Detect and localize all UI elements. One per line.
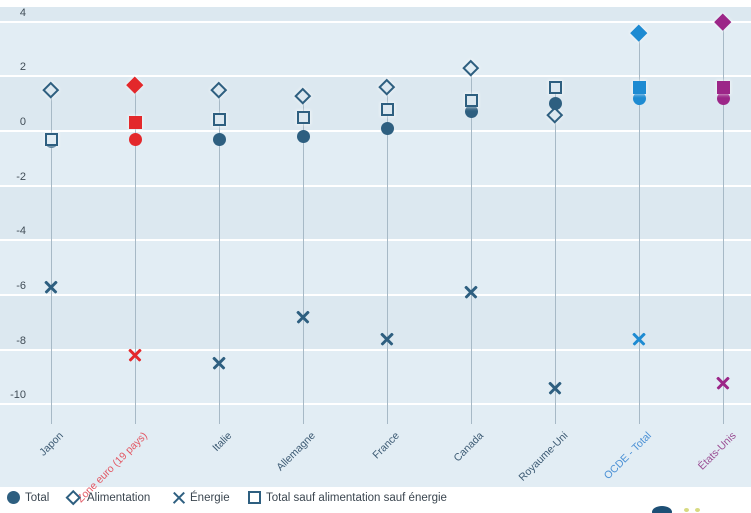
- category-stem: [302, 95, 304, 424]
- data-point-circle[interactable]: [296, 129, 310, 143]
- legend-item-total[interactable]: Total: [25, 492, 50, 504]
- data-point-square[interactable]: [296, 110, 310, 124]
- y-axis-tick-label: -4: [16, 225, 26, 238]
- data-point-x[interactable]: [296, 309, 311, 324]
- data-point-x[interactable]: [44, 279, 59, 294]
- legend-core-square-icon: [248, 491, 261, 504]
- data-point-circle[interactable]: [632, 91, 646, 105]
- category-stem: [554, 87, 556, 424]
- y-gridline: [0, 348, 751, 351]
- y-axis-tick-label: -10: [10, 389, 26, 402]
- data-point-circle[interactable]: [212, 132, 226, 146]
- legend-total-circle-icon: [7, 491, 20, 504]
- data-point-x[interactable]: [212, 356, 227, 371]
- y-axis-tick-label: -2: [16, 170, 26, 183]
- data-point-x[interactable]: [548, 380, 563, 395]
- category-stem: [722, 21, 724, 424]
- data-point-x[interactable]: [464, 285, 479, 300]
- plot-band: [0, 185, 751, 241]
- logo-dot-icon: [684, 508, 689, 512]
- legend-item-alimentation[interactable]: Alimentation: [87, 492, 151, 504]
- data-point-circle[interactable]: [716, 91, 730, 105]
- plot-band: [0, 7, 751, 22]
- data-point-square[interactable]: [44, 132, 58, 146]
- data-point-circle[interactable]: [128, 132, 142, 146]
- category-stem: [638, 32, 640, 424]
- y-axis-tick-label: -8: [16, 334, 26, 347]
- y-gridline: [0, 20, 751, 23]
- data-point-x[interactable]: [380, 331, 395, 346]
- legend-alimentation-diamond-icon: [65, 489, 81, 505]
- data-point-square[interactable]: [212, 113, 226, 127]
- y-gridline: [0, 403, 751, 406]
- y-axis-tick-label: 0: [19, 115, 26, 128]
- y-gridline: [0, 75, 751, 78]
- data-point-x[interactable]: [716, 375, 731, 390]
- data-point-square[interactable]: [464, 94, 478, 108]
- category-stem: [470, 67, 472, 424]
- chart-legend: Total Alimentation Énergie Total sauf al…: [0, 489, 751, 508]
- data-point-square[interactable]: [380, 102, 394, 116]
- data-point-x[interactable]: [128, 348, 143, 363]
- category-stem: [386, 87, 388, 424]
- plot-band: [0, 295, 751, 350]
- data-point-square[interactable]: [548, 80, 562, 94]
- data-point-circle[interactable]: [464, 105, 478, 119]
- legend-item-core[interactable]: Total sauf alimentation sauf énergie: [266, 492, 447, 504]
- data-point-circle[interactable]: [548, 97, 562, 111]
- data-point-square[interactable]: [632, 80, 646, 94]
- category-stem: [50, 89, 52, 424]
- data-point-x[interactable]: [632, 331, 647, 346]
- logo-globe-icon: [652, 506, 672, 513]
- y-axis-tick-label: 4: [19, 6, 26, 19]
- category-stem: [134, 84, 136, 424]
- legend-energie-x-icon: [172, 491, 186, 505]
- y-gridline: [0, 294, 751, 296]
- plot-band: [0, 76, 751, 131]
- y-axis-tick-label: 2: [19, 61, 26, 74]
- category-stem: [218, 89, 220, 424]
- legend-item-energie[interactable]: Énergie: [190, 492, 230, 504]
- logo-dot-icon: [695, 508, 700, 512]
- y-gridline: [0, 239, 751, 242]
- y-gridline: [0, 129, 751, 132]
- data-point-circle[interactable]: [380, 121, 394, 135]
- data-point-square[interactable]: [128, 116, 142, 130]
- y-axis-tick-label: -6: [16, 280, 26, 292]
- data-point-square[interactable]: [716, 80, 730, 94]
- y-gridline: [0, 184, 751, 187]
